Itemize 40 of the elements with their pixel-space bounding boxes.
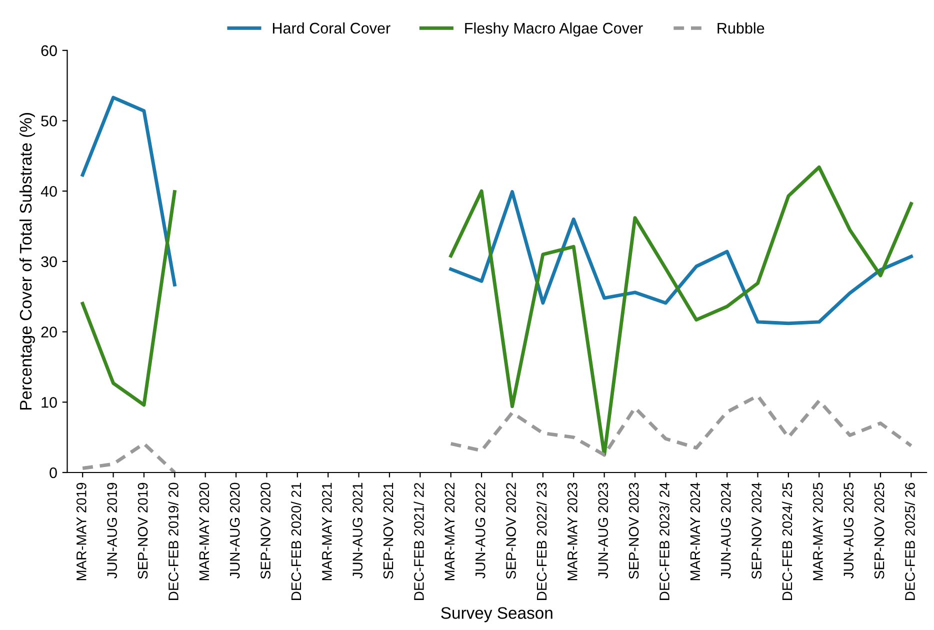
legend-label: Hard Coral Cover bbox=[272, 22, 390, 34]
x-tick-label: SEP-NOV 2024 bbox=[752, 482, 762, 579]
x-axis-title: Survey Season bbox=[441, 607, 552, 622]
x-tick-label: JUN-AUG 2020 bbox=[230, 482, 240, 578]
x-tick-label: DEC-FEB 2020/ 21 bbox=[290, 482, 302, 600]
y-tick-label: 30 bbox=[41, 256, 57, 268]
x-tick-label: MAR-MAY 2021 bbox=[322, 482, 332, 580]
x-tick-label: JUN-AUG 2021 bbox=[352, 482, 363, 578]
x-tick-label: SEP-NOV 2019 bbox=[138, 482, 148, 579]
x-tick-label: JUN-AUG 2022 bbox=[475, 482, 486, 578]
x-tick-label: DEC-FEB 2019/ 20 bbox=[168, 482, 178, 600]
x-tick-label: SEP-NOV 2021 bbox=[383, 482, 394, 579]
y-tick-label: 20 bbox=[41, 326, 57, 338]
x-tick-label: DEC-FEB 2023/ 24 bbox=[659, 482, 670, 600]
y-axis-title: Percentage Cover of Total Substrate (%) bbox=[19, 113, 35, 410]
x-tick-label: DEC-FEB 2024/ 25 bbox=[782, 482, 792, 600]
x-tick-label: DEC-FEB 2025/ 26 bbox=[904, 482, 915, 600]
x-tick-label: JUN-AUG 2019 bbox=[107, 482, 118, 578]
x-tick-label: MAR-MAY 2023 bbox=[568, 482, 578, 580]
x-tick-label: MAR-MAY 2020 bbox=[199, 482, 210, 580]
x-tick-label: SEP-NOV 2023 bbox=[628, 482, 639, 579]
x-tick-label: JUN-AUG 2024 bbox=[720, 482, 731, 578]
x-tick-label: MAR-MAY 2025 bbox=[813, 482, 823, 580]
x-tick-label: MAR-MAY 2022 bbox=[444, 482, 455, 580]
x-tick-label: JUN-AUG 2025 bbox=[844, 482, 854, 578]
x-tick-label: MAR-MAY 2019 bbox=[76, 482, 86, 580]
y-tick-label: 60 bbox=[41, 45, 57, 56]
x-tick-label: JUN-AUG 2023 bbox=[598, 482, 608, 578]
x-tick-label: DEC-FEB 2021/ 22 bbox=[414, 482, 424, 600]
y-tick-label: 40 bbox=[40, 186, 57, 197]
y-tick-label: 50 bbox=[41, 116, 57, 126]
legend-label: Rubble bbox=[718, 22, 764, 34]
x-tick-label: DEC-FEB 2022/ 23 bbox=[536, 482, 547, 600]
y-tick-label: 0 bbox=[50, 467, 57, 478]
y-tick-label: 10 bbox=[42, 397, 57, 408]
x-tick-label: SEP-NOV 2025 bbox=[874, 482, 884, 579]
legend-label: Fleshy Macro Algae Cover bbox=[465, 22, 643, 37]
x-tick-label: MAR-MAY 2024 bbox=[690, 482, 700, 580]
x-tick-label: SEP-NOV 2020 bbox=[260, 482, 270, 579]
x-tick-label: SEP-NOV 2022 bbox=[506, 482, 516, 579]
